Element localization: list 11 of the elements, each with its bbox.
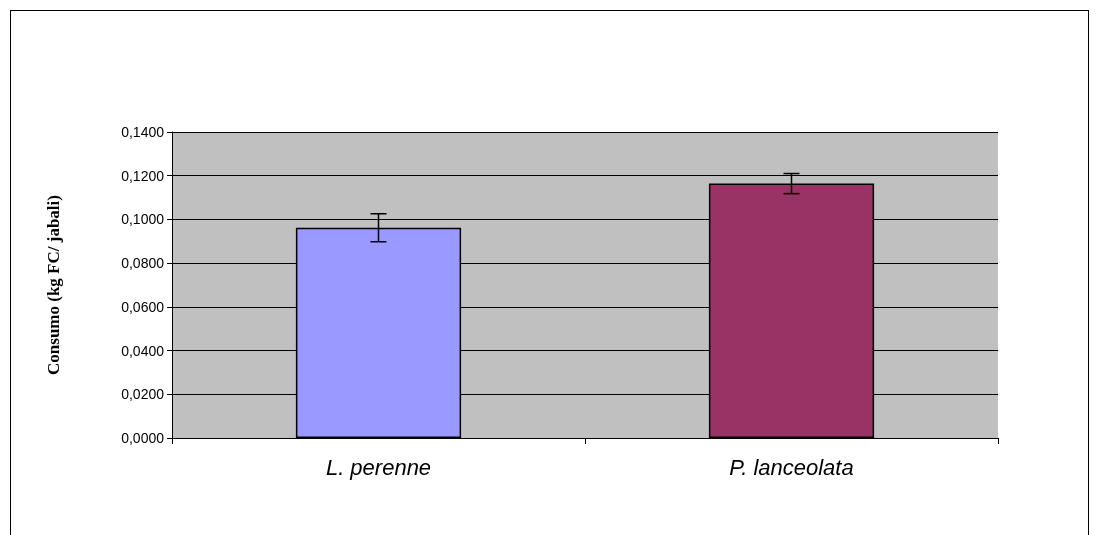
y-tick-label: 0,0200: [121, 386, 165, 403]
y-tick-label: 0,1400: [121, 124, 165, 140]
y-tick-label: 0,0800: [121, 255, 165, 272]
y-tick-label: 0,0000: [121, 430, 165, 446]
x-tick-label: P. lanceolata: [729, 454, 854, 480]
y-tick-label: 0,0400: [121, 342, 165, 359]
x-tick-label: L. perenne: [325, 454, 432, 480]
y-tick-label: 0,0600: [121, 298, 165, 315]
y-axis-title: Consumo (kg FC/ jabali): [44, 195, 63, 375]
y-tick-label: 0,1000: [121, 211, 165, 228]
y-tick-label: 0,1200: [121, 167, 165, 184]
